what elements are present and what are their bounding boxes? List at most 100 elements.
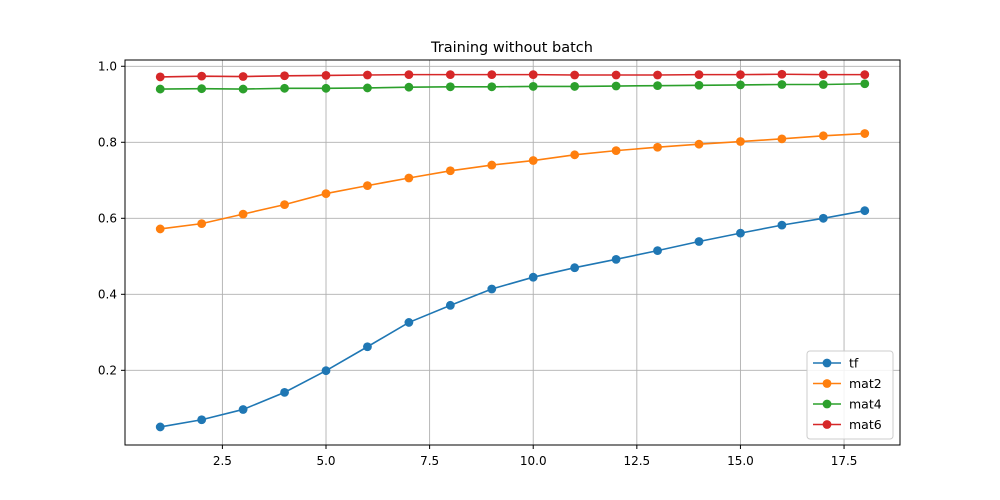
data-point-tf <box>653 246 662 255</box>
series-mat4 <box>155 79 870 94</box>
data-point-mat6 <box>653 70 662 80</box>
data-point-mat6 <box>238 72 248 81</box>
data-point-mat6 <box>487 70 497 80</box>
x-tick-label: 2.5 <box>213 454 232 468</box>
series-tf <box>155 206 870 432</box>
data-point-tf <box>404 318 414 327</box>
data-point-tf <box>818 213 828 223</box>
data-point-mat4 <box>487 82 497 92</box>
data-point-mat2 <box>570 150 580 160</box>
legend-item-tf: tf <box>813 356 859 371</box>
y-tick-label: 1.0 <box>98 59 117 73</box>
legend-label-tf: tf <box>849 356 859 371</box>
grid-lines <box>125 60 900 445</box>
data-point-mat4 <box>363 83 372 93</box>
data-point-tf <box>445 300 455 310</box>
data-point-tf <box>197 415 207 425</box>
legend-label-mat6: mat6 <box>849 417 882 432</box>
data-point-mat4 <box>404 82 414 92</box>
data-point-tf <box>611 254 621 264</box>
data-point-mat2 <box>694 139 704 149</box>
data-point-mat2 <box>321 189 331 198</box>
series-layer <box>155 69 870 432</box>
x-tick-label: 12.5 <box>623 454 650 468</box>
data-point-mat2 <box>777 134 787 144</box>
series-line-mat2 <box>160 132 865 230</box>
data-point-mat6 <box>818 70 828 80</box>
series-line-tf <box>160 209 865 428</box>
data-point-mat4 <box>197 84 207 94</box>
legend-marker-mat6 <box>822 420 832 429</box>
x-axis-ticks: 2.5 5.0 7.5 10.0 12.5 15.0 17.5 <box>213 445 858 468</box>
data-point-mat6 <box>197 71 207 81</box>
data-point-mat2 <box>155 224 165 234</box>
x-tick-label: 15.0 <box>727 454 754 468</box>
data-point-tf <box>238 405 248 414</box>
legend-item-mat2: mat2 <box>813 376 882 391</box>
x-tick-label: 10.0 <box>520 454 547 468</box>
data-point-mat2 <box>280 200 289 210</box>
data-point-tf <box>777 220 787 230</box>
data-point-mat4 <box>570 82 580 91</box>
y-tick-label: 0.2 <box>98 363 117 377</box>
data-point-mat4 <box>611 81 621 91</box>
data-point-mat4 <box>528 82 538 91</box>
y-axis-ticks: 0.2 0.4 0.6 0.8 1.0 <box>98 59 125 377</box>
data-point-mat2 <box>445 166 455 176</box>
series-mat2 <box>155 129 870 234</box>
legend: tf mat2 mat4 mat6 <box>806 350 894 440</box>
legend-marker-mat4 <box>822 399 832 409</box>
data-point-mat4 <box>445 82 455 92</box>
data-point-tf <box>570 263 580 273</box>
data-point-mat6 <box>404 70 414 80</box>
legend-marker-mat2 <box>822 379 832 388</box>
data-point-tf <box>321 366 331 376</box>
data-point-tf <box>694 237 704 246</box>
legend-box <box>806 350 894 440</box>
data-point-mat6 <box>736 70 745 80</box>
data-point-mat6 <box>155 72 165 82</box>
legend-label-mat4: mat4 <box>849 397 882 412</box>
data-point-mat6 <box>280 71 289 81</box>
data-point-mat6 <box>363 70 372 80</box>
data-point-tf <box>487 284 497 294</box>
data-point-mat6 <box>321 70 331 80</box>
y-tick-label: 0.8 <box>98 135 117 149</box>
legend-item-mat4: mat4 <box>813 397 882 412</box>
data-point-mat2 <box>487 160 497 170</box>
data-point-mat2 <box>611 146 621 156</box>
data-point-mat6 <box>860 70 870 80</box>
x-tick-label: 5.0 <box>316 454 335 468</box>
data-point-mat4 <box>653 81 662 91</box>
data-point-mat2 <box>238 209 248 219</box>
data-point-mat4 <box>321 83 331 93</box>
series-mat6 <box>155 69 870 82</box>
data-point-mat4 <box>155 84 165 94</box>
legend-label-mat2: mat2 <box>849 376 882 391</box>
data-point-mat6 <box>777 69 787 79</box>
data-point-mat2 <box>818 131 828 141</box>
x-tick-label: 17.5 <box>831 454 858 468</box>
data-point-mat6 <box>445 70 455 80</box>
data-point-mat2 <box>197 219 207 229</box>
data-point-mat4 <box>777 80 787 89</box>
data-point-mat2 <box>860 129 870 138</box>
y-tick-label: 0.6 <box>98 211 117 225</box>
data-point-mat4 <box>818 80 828 89</box>
data-point-mat6 <box>528 70 538 80</box>
data-point-tf <box>736 228 745 238</box>
data-point-mat6 <box>570 70 580 80</box>
data-point-tf <box>860 206 870 216</box>
series-line-mat4 <box>160 82 865 90</box>
legend-item-mat6: mat6 <box>813 417 882 432</box>
data-point-mat2 <box>528 156 538 165</box>
data-point-mat2 <box>404 173 414 183</box>
data-point-mat4 <box>860 79 870 89</box>
data-point-mat4 <box>694 80 704 90</box>
data-point-mat4 <box>736 80 745 90</box>
data-point-tf <box>528 272 538 282</box>
data-point-tf <box>280 387 289 397</box>
data-point-mat2 <box>736 137 745 146</box>
